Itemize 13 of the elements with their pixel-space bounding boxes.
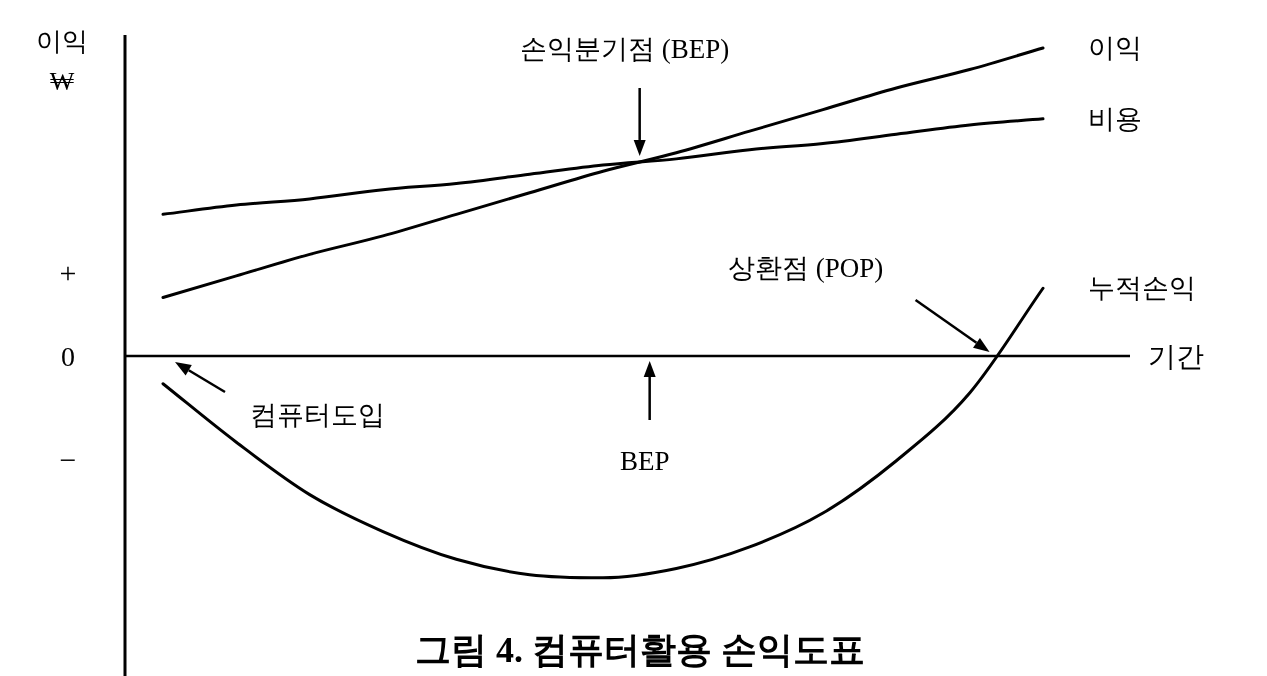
x-axis-title: 기간 bbox=[1148, 341, 1204, 372]
text: 그림 4. 컴퓨터활용 손익도표 bbox=[415, 630, 865, 670]
text: 0 bbox=[61, 341, 75, 372]
text: − bbox=[59, 443, 77, 476]
series-label: 누적손익 bbox=[1088, 273, 1196, 304]
annotation: BEP bbox=[619, 446, 670, 476]
y-axis-title: 이익 ₩ bbox=[36, 27, 88, 96]
annotation: 상환점 (POP) bbox=[727, 253, 884, 283]
annotation: 컴퓨터도입 bbox=[250, 400, 385, 430]
series-label: 이익 bbox=[1088, 33, 1142, 63]
annotation: 손익분기점 (BEP) bbox=[520, 34, 730, 64]
text: + bbox=[59, 256, 77, 289]
series-label: 비용 bbox=[1088, 103, 1142, 134]
